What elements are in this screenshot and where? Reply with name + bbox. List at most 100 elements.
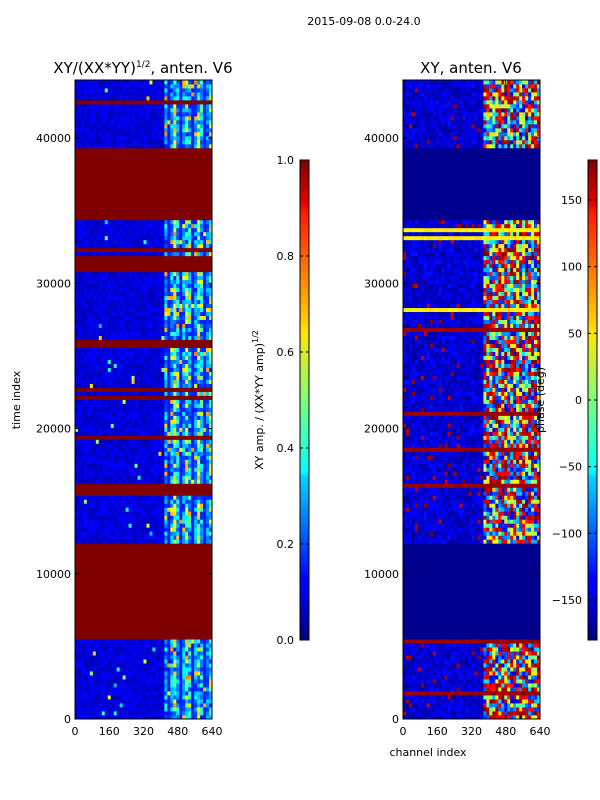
- heatmap-cell: [134, 555, 138, 560]
- heatmap-cell: [89, 371, 94, 376]
- heatmap-cell: [98, 519, 103, 524]
- heatmap-cell: [107, 567, 112, 572]
- heatmap-cell: [134, 611, 138, 616]
- heatmap-cell: [146, 687, 150, 692]
- heatmap-cell: [206, 487, 210, 492]
- heatmap-cell: [182, 303, 186, 309]
- heatmap-cell: [158, 487, 162, 492]
- heatmap-cell: [89, 507, 94, 512]
- heatmap-cell: [128, 659, 132, 664]
- heatmap-cell: [179, 711, 183, 716]
- heatmap-cell: [209, 707, 212, 712]
- heatmap-cell: [182, 487, 186, 492]
- heatmap-cell: [191, 379, 195, 384]
- heatmap-cell: [92, 311, 97, 317]
- heatmap-cell: [152, 683, 156, 688]
- heatmap-cell: [200, 387, 204, 392]
- heatmap-cell: [75, 583, 79, 588]
- heatmap-cell: [98, 411, 103, 416]
- heatmap-cell: [86, 527, 91, 532]
- heatmap-cell: [77, 679, 82, 684]
- heatmap-cell: [128, 591, 132, 596]
- heatmap-cell: [104, 643, 109, 648]
- heatmap-cell: [143, 603, 147, 608]
- heatmap-cell: [122, 335, 127, 340]
- heatmap-cell: [149, 687, 153, 692]
- heatmap-cell: [95, 379, 100, 384]
- heatmap-cell: [179, 647, 183, 652]
- heatmap-cell: [116, 347, 121, 352]
- heatmap-cell: [80, 419, 85, 424]
- heatmap-cell: [158, 451, 162, 456]
- heatmap-cell: [95, 283, 100, 289]
- heatmap-cell: [170, 687, 174, 692]
- heatmap-cell: [158, 303, 162, 309]
- heatmap-cell: [110, 555, 115, 560]
- heatmap-cell: [179, 583, 183, 588]
- heatmap-cell: [209, 483, 212, 488]
- heatmap-cell: [185, 519, 189, 524]
- heatmap-cell: [191, 491, 195, 496]
- heatmap-cell: [80, 331, 85, 336]
- heatmap-cell: [122, 647, 127, 652]
- heatmap-cell: [113, 511, 118, 516]
- heatmap-cell: [146, 583, 150, 588]
- heatmap-cell: [170, 463, 174, 468]
- heatmap-cell: [158, 531, 162, 536]
- heatmap-cell: [75, 611, 79, 616]
- heatmap-cell: [185, 495, 189, 500]
- heatmap-cell: [176, 459, 180, 464]
- heatmap-cell: [116, 327, 121, 332]
- heatmap-cell: [101, 315, 106, 321]
- heatmap-cell: [152, 359, 156, 364]
- heatmap-cell: [155, 447, 159, 452]
- heatmap-cell: [161, 599, 165, 604]
- heatmap-cell: [149, 595, 153, 600]
- heatmap-cell: [143, 531, 147, 536]
- heatmap-cell: [83, 475, 88, 480]
- heatmap-cell: [194, 547, 198, 552]
- heatmap-cell: [107, 443, 112, 448]
- heatmap-cell: [137, 487, 141, 492]
- heatmap-cell: [152, 639, 156, 644]
- heatmap-cell: [80, 539, 85, 544]
- heatmap-cell: [86, 595, 91, 600]
- heatmap-cell: [206, 315, 210, 321]
- heatmap-cell: [188, 611, 192, 616]
- heatmap-cell: [191, 395, 195, 400]
- heatmap-cell: [194, 471, 198, 476]
- heatmap-cell: [101, 571, 106, 576]
- heatmap-cell: [179, 411, 183, 416]
- heatmap-cell: [146, 563, 150, 568]
- heatmap-cell: [146, 707, 150, 712]
- heatmap-cell: [161, 627, 165, 632]
- heatmap-cell: [197, 359, 201, 364]
- heatmap-cell: [101, 419, 106, 424]
- heatmap-cell: [185, 567, 189, 572]
- heatmap-cell: [107, 467, 112, 472]
- heatmap-cell: [179, 679, 183, 684]
- heatmap-cell: [158, 287, 162, 293]
- heatmap-cell: [113, 539, 118, 544]
- heatmap-cell: [194, 323, 198, 329]
- heatmap-cell: [137, 327, 141, 332]
- heatmap-cell: [194, 403, 198, 408]
- heatmap-cell: [77, 695, 82, 700]
- heatmap-cell: [173, 487, 177, 492]
- heatmap-cell: [134, 651, 138, 656]
- heatmap-cell: [128, 431, 132, 436]
- heatmap-cell: [128, 491, 132, 496]
- heatmap-cell: [170, 595, 174, 600]
- heatmap-cell: [77, 455, 82, 460]
- heatmap-cell: [197, 511, 201, 516]
- heatmap-cell: [149, 451, 153, 456]
- heatmap-cell: [158, 319, 162, 325]
- heatmap-cell: [158, 399, 162, 404]
- heatmap-cell: [176, 595, 180, 600]
- heatmap-cell: [134, 387, 138, 392]
- heatmap-cell: [167, 703, 171, 708]
- heatmap-cell: [104, 491, 109, 496]
- heatmap-cell: [158, 479, 162, 484]
- heatmap-cell: [104, 351, 109, 356]
- heatmap-cell: [197, 619, 201, 624]
